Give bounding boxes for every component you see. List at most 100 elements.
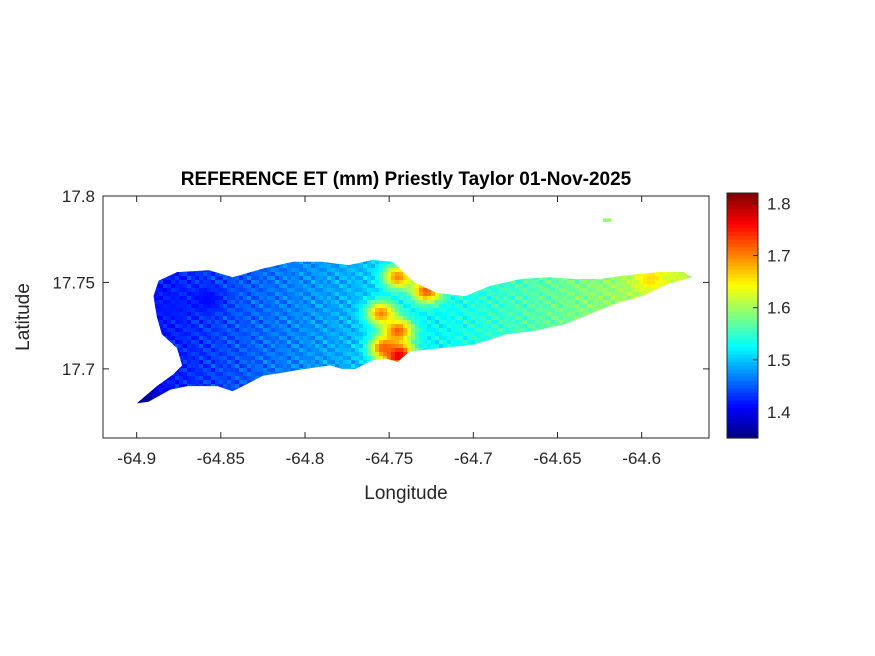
heatmap-cell <box>583 208 588 213</box>
heatmap-cell <box>307 218 312 221</box>
heatmap-cell <box>683 312 688 317</box>
heatmap-cell <box>611 218 616 221</box>
heatmap-cell <box>619 320 624 325</box>
heatmap-cell <box>519 256 524 261</box>
heatmap-cell <box>683 308 688 313</box>
heatmap-cell <box>627 224 632 229</box>
heatmap-cell <box>647 204 652 209</box>
heatmap-cell <box>591 212 596 217</box>
heatmap-cell <box>655 252 660 257</box>
heatmap-cell <box>631 236 636 241</box>
heatmap-cell <box>271 232 276 237</box>
heatmap-cell <box>639 252 644 257</box>
heatmap-cell <box>415 244 420 249</box>
heatmap-cell <box>379 320 384 325</box>
heatmap-cell <box>651 304 656 309</box>
heatmap-cell <box>139 288 144 293</box>
heatmap-cell <box>611 224 616 229</box>
heatmap-cell <box>391 320 396 325</box>
heatmap-cell <box>671 284 676 289</box>
heatmap-cell <box>667 256 672 261</box>
heatmap-cell <box>111 200 116 205</box>
heatmap-cell <box>323 204 328 209</box>
heatmap-cell <box>595 316 600 321</box>
heatmap-cell <box>623 288 628 293</box>
heatmap-cell <box>223 204 228 209</box>
heatmap-cell <box>575 304 580 309</box>
heatmap-cell <box>307 268 312 273</box>
heatmap-cell <box>191 264 196 269</box>
heatmap-cell <box>383 218 388 221</box>
heatmap-cell <box>567 248 572 253</box>
heatmap-cell <box>315 196 320 201</box>
heatmap-cell <box>579 292 584 297</box>
heatmap-cell <box>251 320 256 325</box>
heatmap-cell <box>263 220 268 225</box>
heatmap-cell <box>319 196 324 201</box>
heatmap-cell <box>619 248 624 253</box>
heatmap-cell <box>163 244 168 249</box>
heatmap-cell <box>267 316 272 321</box>
heatmap-cell <box>263 240 268 245</box>
heatmap-cell <box>467 248 472 253</box>
heatmap-cell <box>543 200 548 205</box>
heatmap-cell <box>607 260 612 265</box>
heatmap-cell <box>491 296 496 301</box>
heatmap-cell <box>179 220 184 225</box>
heatmap-cell <box>591 200 596 205</box>
heatmap-cell <box>147 276 152 281</box>
heatmap-cell <box>183 244 188 249</box>
heatmap-cell <box>507 304 512 309</box>
heatmap-cell <box>391 288 396 293</box>
heatmap-cell <box>459 200 464 205</box>
heatmap-cell <box>527 204 532 209</box>
heatmap-cell <box>695 320 700 325</box>
heatmap-cell <box>623 196 628 201</box>
heatmap-cell <box>103 288 108 293</box>
heatmap-cell <box>635 236 640 241</box>
heatmap-cell <box>179 324 184 329</box>
heatmap-cell <box>303 320 308 325</box>
heatmap-cell <box>227 256 232 261</box>
heatmap-cell <box>531 232 536 237</box>
heatmap-cell <box>599 324 604 329</box>
heatmap-cell <box>531 316 536 321</box>
heatmap-cell <box>571 244 576 249</box>
heatmap-cell <box>575 212 580 217</box>
heatmap-cell <box>103 296 108 301</box>
heatmap-cell <box>195 232 200 237</box>
heatmap-cell <box>151 264 156 269</box>
heatmap-cell <box>267 232 272 237</box>
heatmap-cell <box>195 256 200 261</box>
heatmap-cell <box>147 248 152 253</box>
heatmap-cell <box>539 220 544 225</box>
heatmap-cell <box>343 296 348 301</box>
heatmap-cell <box>399 272 404 277</box>
heatmap-cell <box>303 236 308 241</box>
heatmap-cell <box>195 218 200 221</box>
heatmap-cell <box>439 260 444 265</box>
heatmap-cell <box>551 218 556 221</box>
heatmap-cell <box>131 296 136 301</box>
heatmap-cell <box>503 320 508 325</box>
heatmap-cell <box>603 316 608 321</box>
heatmap-cell <box>227 288 232 293</box>
heatmap-cell <box>307 300 312 305</box>
heatmap-cell <box>315 248 320 253</box>
heatmap-cell <box>159 218 164 221</box>
heatmap-cell <box>367 324 372 329</box>
heatmap-cell <box>615 256 620 261</box>
heatmap-cell <box>371 276 376 281</box>
heatmap-cell <box>131 304 136 309</box>
heatmap-cell <box>671 308 676 313</box>
heatmap-cell <box>143 200 148 205</box>
heatmap-cell <box>375 292 380 297</box>
heatmap-cell <box>463 292 468 297</box>
heatmap-cell <box>491 228 496 233</box>
heatmap-cell <box>655 208 660 213</box>
heatmap-cell <box>347 208 352 213</box>
heatmap-cell <box>315 300 320 305</box>
heatmap-cell <box>199 256 204 261</box>
heatmap-cell <box>607 300 612 305</box>
heatmap-cell <box>243 256 248 261</box>
